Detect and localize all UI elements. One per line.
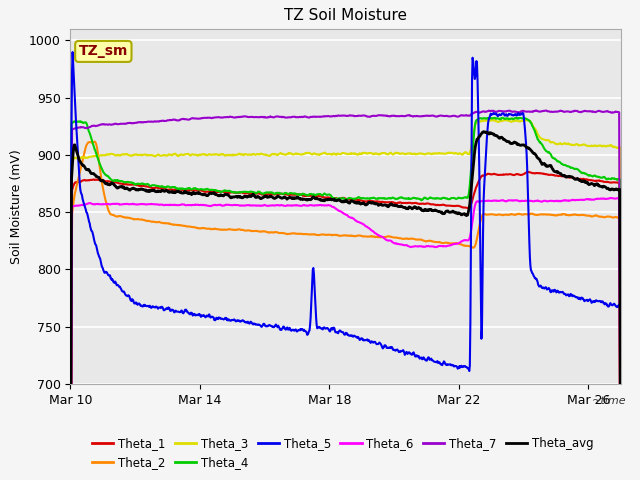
Theta_5 (496, 112, 504, 118)
Theta_1 (524, 169, 532, 175)
Theta_7 (445, 113, 452, 119)
Theta_3 (289, 152, 297, 157)
Theta_2 (445, 240, 452, 246)
Theta_6 (445, 243, 452, 249)
Theta_7 (506, 108, 513, 114)
Theta_1 (123, 181, 131, 187)
Theta_5 (290, 327, 298, 333)
Theta_4 (445, 196, 452, 202)
Theta_2 (506, 212, 514, 217)
Theta_3 (484, 117, 492, 123)
Line: Theta_3: Theta_3 (70, 120, 621, 480)
Theta_2 (310, 231, 317, 237)
Theta_2 (124, 215, 131, 221)
Theta_7 (123, 120, 131, 126)
Theta_5 (310, 265, 317, 271)
Line: Theta_2: Theta_2 (70, 142, 621, 480)
Theta_5 (124, 293, 131, 299)
Theta_avg (480, 129, 488, 134)
Theta_7 (289, 114, 297, 120)
Theta_4 (123, 180, 131, 185)
Theta_3 (309, 151, 317, 157)
Theta_1 (289, 192, 297, 197)
Theta_avg (496, 135, 504, 141)
Text: ~time: ~time (591, 396, 627, 406)
Theta_3 (445, 150, 452, 156)
Theta_4 (289, 191, 297, 196)
Theta_avg (289, 195, 297, 201)
Text: TZ_sm: TZ_sm (79, 45, 128, 59)
Line: Theta_7: Theta_7 (70, 110, 621, 480)
Theta_4 (512, 115, 520, 120)
Line: Theta_avg: Theta_avg (70, 132, 621, 480)
Theta_7 (496, 108, 504, 114)
Theta_avg (123, 185, 131, 191)
Theta_5 (445, 362, 452, 368)
Theta_4 (506, 116, 513, 122)
Theta_1 (506, 171, 513, 177)
Theta_6 (309, 203, 317, 208)
Theta_6 (607, 195, 615, 201)
Line: Theta_4: Theta_4 (70, 118, 621, 480)
Theta_6 (289, 203, 297, 208)
Theta_avg (506, 140, 514, 146)
Theta_3 (123, 152, 131, 157)
Theta_5 (506, 111, 514, 117)
Title: TZ Soil Moisture: TZ Soil Moisture (284, 9, 407, 24)
Y-axis label: Soil Moisture (mV): Soil Moisture (mV) (10, 149, 23, 264)
Theta_7 (532, 108, 540, 113)
Theta_3 (496, 119, 504, 124)
Theta_6 (506, 197, 513, 203)
Theta_6 (123, 201, 131, 207)
Theta_1 (445, 203, 452, 208)
Theta_1 (309, 193, 317, 199)
Theta_2 (290, 230, 298, 236)
Line: Theta_6: Theta_6 (70, 198, 621, 480)
Theta_1 (496, 172, 504, 178)
Theta_4 (309, 192, 317, 197)
Line: Theta_1: Theta_1 (70, 172, 621, 480)
Theta_7 (309, 114, 317, 120)
Theta_2 (91, 139, 99, 144)
Theta_3 (506, 119, 514, 124)
Theta_2 (496, 212, 504, 217)
Line: Theta_5: Theta_5 (70, 52, 621, 480)
Theta_6 (496, 198, 504, 204)
Theta_4 (496, 116, 504, 121)
Theta_avg (445, 209, 452, 215)
Theta_avg (309, 195, 317, 201)
Legend: Theta_1, Theta_2, Theta_3, Theta_4, Theta_5, Theta_6, Theta_7, Theta_avg: Theta_1, Theta_2, Theta_3, Theta_4, Thet… (87, 432, 598, 474)
Theta_5 (68, 49, 76, 55)
